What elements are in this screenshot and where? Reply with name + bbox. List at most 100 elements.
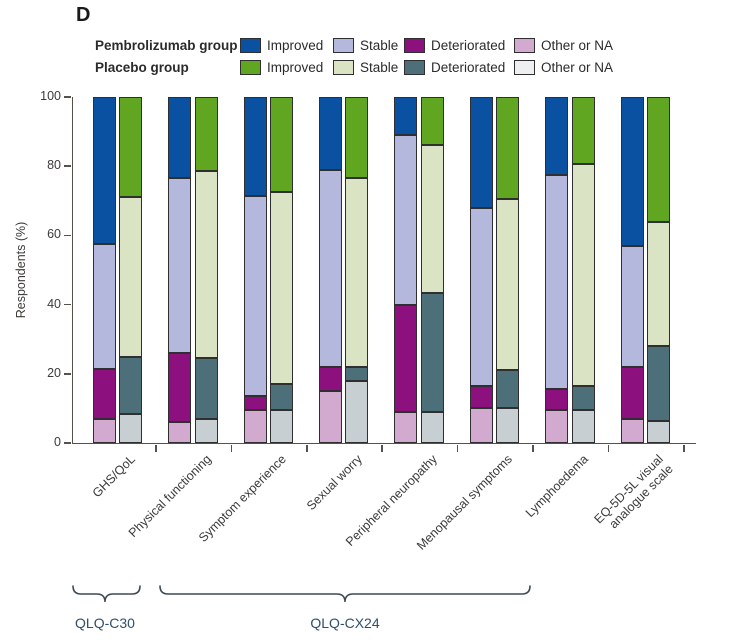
- deteriorated-swatch-icon: [404, 37, 425, 53]
- bar-segment: [394, 304, 418, 412]
- bar-segment: [496, 408, 520, 443]
- bar-segment: [270, 384, 293, 411]
- y-tick-label: 60: [47, 227, 61, 242]
- improved-swatch-icon: [240, 37, 261, 53]
- y-tick-label: 80: [47, 158, 61, 173]
- deteriorated-swatch-icon: [404, 59, 425, 75]
- bar-segment: [270, 97, 293, 193]
- bar-segment: [545, 410, 569, 443]
- bar-segment: [545, 174, 569, 390]
- bar-segment: [243, 410, 267, 443]
- other-na-swatch-icon: [514, 37, 535, 53]
- x-axis-tick: [381, 445, 383, 452]
- x-axis-tick: [683, 445, 685, 452]
- bar-segment: [270, 410, 293, 443]
- legend-item-label: Deteriorated: [431, 59, 506, 75]
- bar-segment: [469, 408, 493, 443]
- legend-item: Other or NA: [514, 37, 614, 53]
- bar-segment: [620, 97, 644, 246]
- legend: Pembrolizumab group Improved Stable Dete…: [95, 34, 613, 78]
- bar-segment: [318, 366, 342, 392]
- scale-group-label-qlq-c30: QLQ-C30: [75, 615, 135, 631]
- bar-segment: [194, 358, 218, 419]
- scale-brace-icon: [72, 585, 531, 603]
- bar-segment: [168, 97, 192, 179]
- x-axis-tick: [456, 445, 459, 452]
- bar-segment: [496, 370, 520, 409]
- bar-segment: [194, 418, 218, 443]
- x-category-label: Symptom experience: [196, 452, 290, 545]
- stable-swatch-icon: [333, 37, 354, 53]
- legend-row-pembrolizumab: Pembrolizumab group Improved Stable Dete…: [95, 34, 613, 56]
- bar-segment: [243, 97, 267, 196]
- y-axis-tick: [64, 442, 71, 444]
- x-axis-tick: [155, 445, 157, 452]
- bar-segment: [119, 197, 143, 357]
- y-tick-label: 100: [40, 89, 61, 103]
- legend-item-label: Improved: [267, 59, 324, 75]
- x-category-label: GHS/QoL: [90, 452, 139, 501]
- bar-segment: [620, 366, 644, 419]
- bar-segment: [119, 97, 143, 198]
- bar-segment: [345, 366, 369, 381]
- legend-item: Deteriorated: [404, 59, 514, 75]
- x-category-label: Sexual worry: [303, 452, 365, 513]
- y-axis-tick: [64, 96, 71, 98]
- bar-segment: [545, 97, 569, 175]
- bar-segment: [420, 292, 444, 412]
- y-tick-label: 40: [47, 296, 61, 311]
- bar-segment: [647, 346, 670, 421]
- improved-swatch-icon: [240, 59, 261, 75]
- bar-segment: [545, 389, 569, 411]
- bar-segment: [420, 411, 444, 443]
- bar-segment: [345, 178, 369, 367]
- legend-item: Other or NA: [514, 59, 614, 75]
- bar-segment: [194, 171, 218, 359]
- bar-segment: [394, 411, 418, 443]
- bar-segment: [168, 422, 192, 443]
- bar-segment: [168, 178, 192, 354]
- bar-segment: [469, 97, 493, 208]
- legend-item-label: Deteriorated: [431, 37, 506, 53]
- bar-segment: [318, 391, 342, 443]
- bar-segment: [345, 380, 369, 443]
- bar-segment: [92, 418, 116, 443]
- bar-segment: [318, 169, 342, 367]
- x-axis-tick: [607, 445, 610, 452]
- bar-segment: [119, 356, 143, 414]
- legend-item-label: Stable: [360, 37, 399, 53]
- bar-segment: [168, 353, 192, 423]
- bar-segment: [496, 97, 520, 200]
- x-axis-tick: [306, 445, 308, 452]
- bar-segment: [243, 195, 267, 397]
- bar-segment: [92, 368, 116, 419]
- bar-segment: [571, 164, 595, 386]
- y-tick-label: 20: [47, 365, 61, 380]
- bar-segment: [270, 192, 293, 385]
- bar-segment: [394, 97, 418, 136]
- bar-segment: [571, 410, 595, 443]
- bar-segment: [620, 418, 644, 443]
- scale-group-label-qlq-cx24: QLQ-CX24: [310, 615, 380, 631]
- legend-item: Improved: [240, 59, 333, 75]
- y-tick-label: 0: [54, 435, 61, 449]
- bar-segment: [420, 97, 444, 146]
- bar-segment: [647, 97, 670, 222]
- legend-item: Stable: [333, 59, 404, 75]
- legend-row-placebo: Placebo group Improved Stable Deteriorat…: [95, 56, 613, 78]
- legend-item: Improved: [240, 37, 333, 53]
- plot-area: 0 20 40 60 80 100: [40, 89, 696, 452]
- y-axis-tick: [64, 303, 71, 306]
- legend-item-label: Other or NA: [541, 37, 614, 53]
- bar-segment: [469, 385, 493, 409]
- bar-segment: [647, 420, 670, 443]
- y-axis-tick: [64, 165, 71, 167]
- bar-segment: [318, 97, 342, 170]
- legend-item: Deteriorated: [404, 37, 514, 53]
- x-axis-tick: [230, 445, 233, 452]
- legend-item-label: Improved: [267, 37, 324, 53]
- bar-segment: [119, 413, 143, 443]
- bar-segment: [243, 396, 267, 411]
- legend-item-label: Other or NA: [541, 59, 614, 75]
